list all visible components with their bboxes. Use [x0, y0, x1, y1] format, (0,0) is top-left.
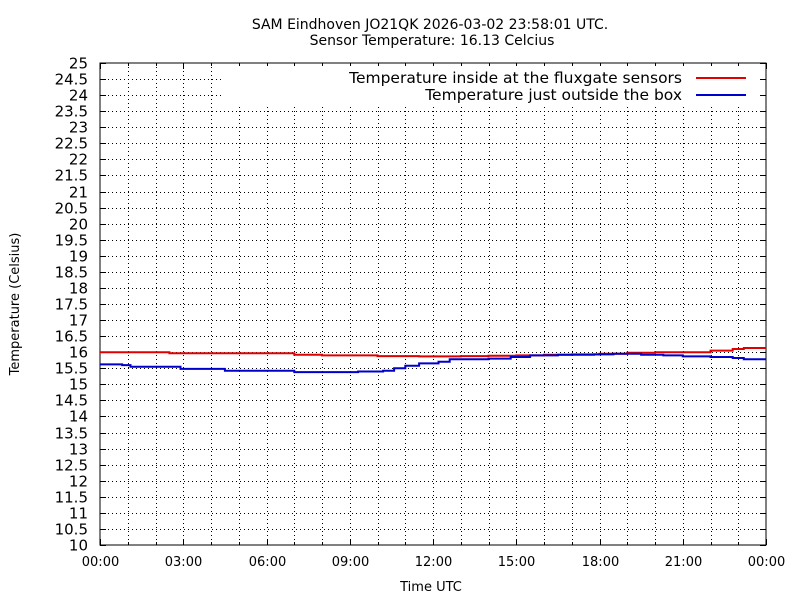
- y-tick-label: 12.5: [55, 457, 88, 475]
- x-tick-label: 21:00: [665, 555, 702, 570]
- tick-marks: [100, 63, 767, 546]
- x-tick-label: 18:00: [582, 555, 619, 570]
- y-tick-label: 19: [69, 248, 88, 266]
- x-tick-label: 15:00: [498, 555, 535, 570]
- y-tick-label: 21.5: [55, 167, 88, 185]
- y-tick-label: 13: [69, 441, 88, 459]
- y-tick-label: 23.5: [55, 103, 88, 121]
- grid: [100, 63, 766, 545]
- y-tick-label: 16.5: [55, 328, 88, 346]
- y-tick-label: 12: [69, 473, 88, 491]
- y-tick-label: 22: [69, 151, 88, 169]
- series-lines: [100, 347, 766, 374]
- y-tick-label: 17.5: [55, 296, 88, 314]
- y-tick-label: 24: [69, 87, 88, 105]
- x-tick-label: 06:00: [249, 555, 286, 570]
- x-tick-labels: 00:00 03:00 06:00 09:00 12:00 15:00 18:00 21:00…: [82, 555, 785, 570]
- series-line-outside: [100, 352, 766, 374]
- y-tick-label: 17: [69, 312, 88, 330]
- series-line-inside: [100, 347, 766, 358]
- y-tick-label: 18.5: [55, 264, 88, 282]
- y-tick-label: 11.5: [55, 489, 88, 507]
- y-axis-label: Temperature (Celsius): [8, 233, 23, 377]
- y-tick-label: 15.5: [55, 360, 88, 378]
- chart-subtitle: Sensor Temperature: 16.13 Celcius: [310, 33, 555, 49]
- x-tick-label: 00:00: [748, 555, 785, 570]
- y-tick-label: 13.5: [55, 425, 88, 443]
- x-tick-label: 12:00: [415, 555, 452, 570]
- x-tick-label: 00:00: [82, 555, 119, 570]
- y-tick-label: 14.5: [55, 392, 88, 410]
- y-tick-label: 20.5: [55, 200, 88, 218]
- y-tick-label: 16: [69, 344, 88, 362]
- x-tick-label: 03:00: [165, 555, 202, 570]
- y-tick-label: 25: [69, 55, 88, 73]
- y-tick-label: 20: [69, 216, 88, 234]
- y-tick-label: 21: [69, 184, 88, 202]
- x-axis-label: Time UTC: [399, 580, 462, 595]
- y-tick-label: 15: [69, 376, 88, 394]
- legend-label-outside: Temperature just outside the box: [424, 86, 682, 104]
- y-tick-label: 22.5: [55, 135, 88, 153]
- y-tick-label: 18: [69, 280, 88, 298]
- x-tick-label: 09:00: [332, 555, 369, 570]
- y-tick-label: 23: [69, 119, 88, 137]
- chart-title: SAM Eindhoven JO21QK 2026-03-02 23:58:01…: [252, 17, 608, 33]
- y-tick-label: 24.5: [55, 71, 88, 89]
- y-tick-label: 10: [69, 537, 88, 555]
- legend-background: [222, 66, 760, 104]
- y-tick-label: 10.5: [55, 521, 88, 539]
- legend: Temperature inside at the fluxgate senso…: [222, 66, 760, 104]
- y-tick-label: 11: [69, 505, 88, 523]
- y-tick-label: 19.5: [55, 232, 88, 250]
- legend-label-inside: Temperature inside at the fluxgate senso…: [348, 69, 682, 87]
- y-tick-label: 14: [69, 408, 88, 426]
- y-tick-labels: 1010.51111.51212.51313.51414.51515.51616…: [55, 55, 88, 555]
